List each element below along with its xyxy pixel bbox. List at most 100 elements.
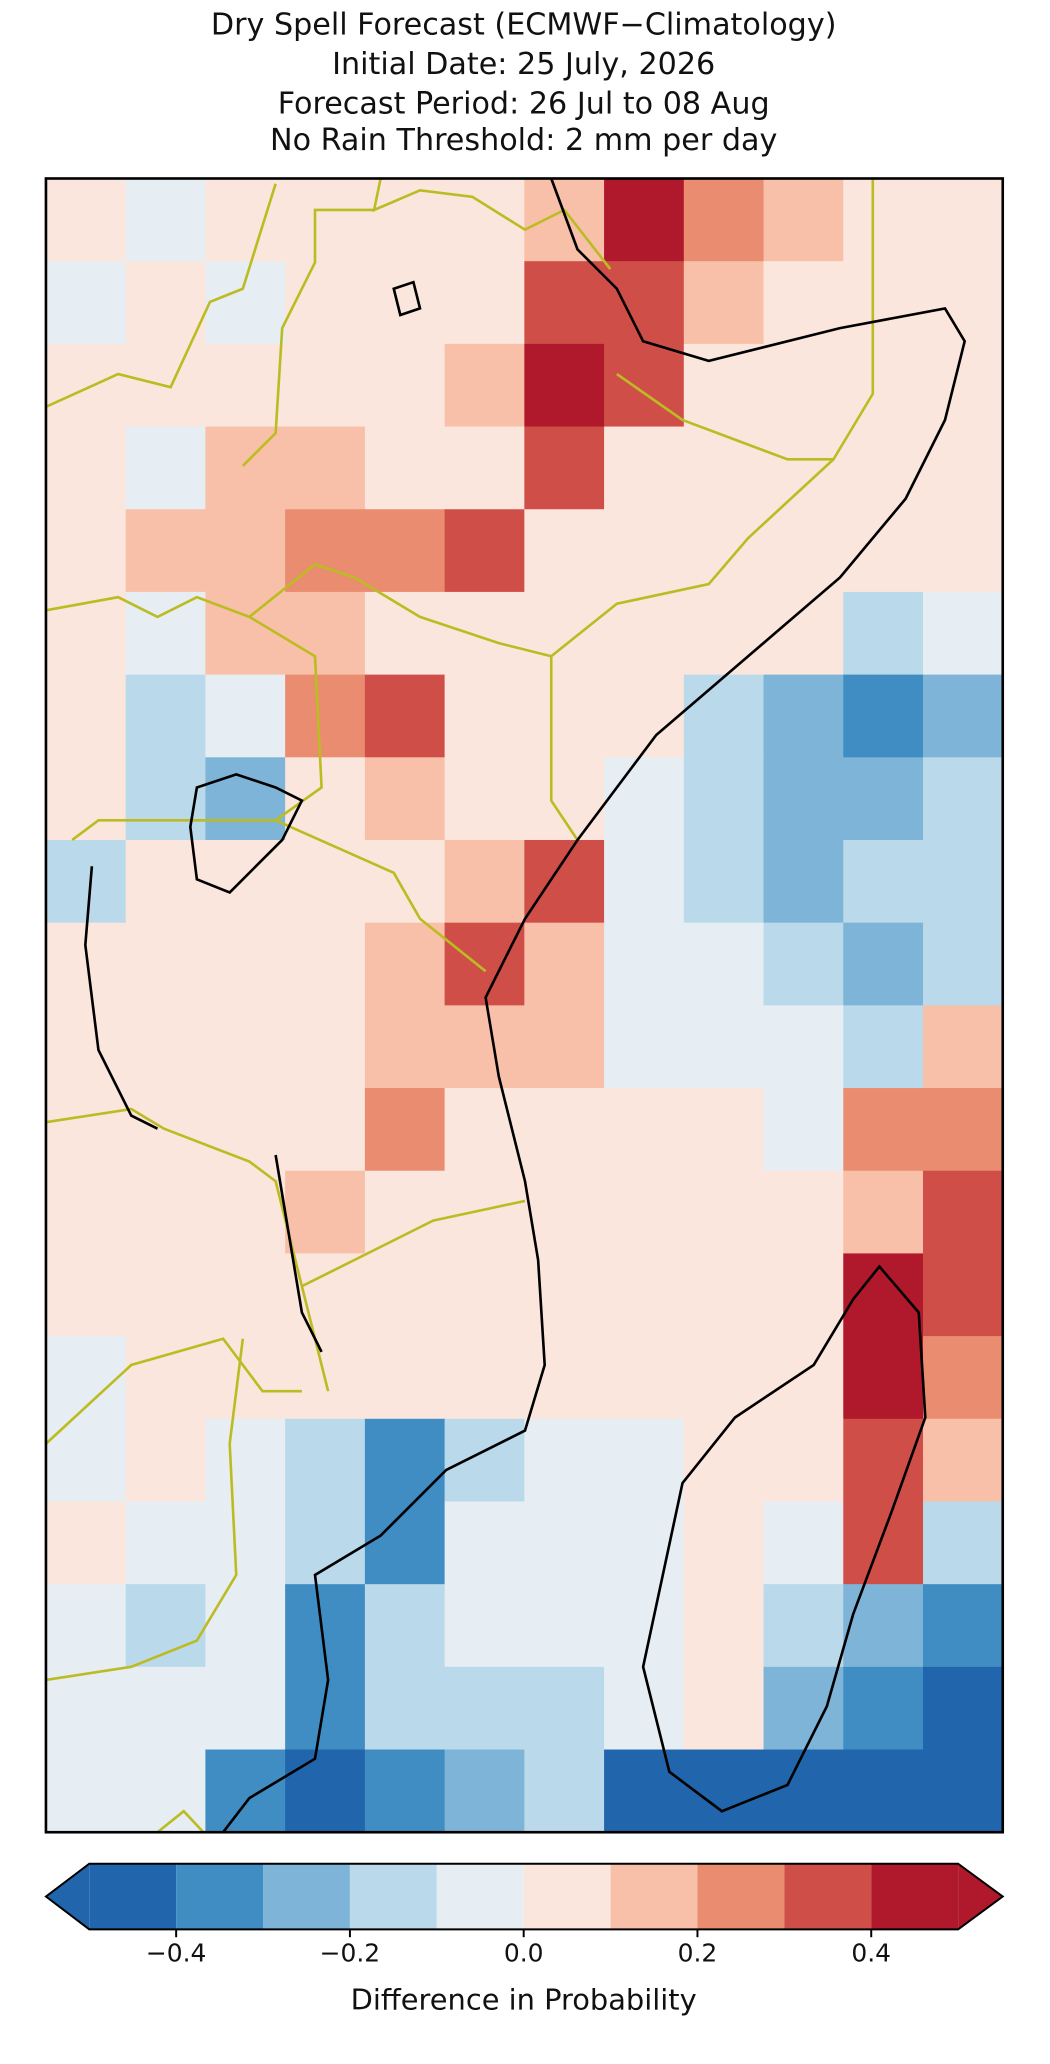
grid-cell bbox=[683, 1170, 765, 1255]
colorbar-extend bbox=[45, 1863, 90, 1930]
grid-cell bbox=[524, 757, 605, 841]
grid-cell bbox=[604, 1253, 685, 1337]
grid-cell bbox=[205, 757, 286, 841]
grid-cell bbox=[444, 509, 525, 593]
grid-cell bbox=[444, 178, 525, 262]
border bbox=[45, 562, 552, 658]
grid-cell bbox=[843, 178, 924, 262]
grid-cell bbox=[923, 757, 1004, 841]
grid-cell bbox=[205, 1170, 286, 1255]
grid-cell bbox=[205, 1088, 286, 1172]
grid-cell bbox=[763, 343, 844, 428]
colorbar-label: Difference in Probability bbox=[351, 1983, 697, 2017]
grid-cell bbox=[683, 426, 765, 510]
grid-cell bbox=[763, 1170, 844, 1255]
grid-cell bbox=[205, 1418, 286, 1503]
lake bbox=[84, 866, 159, 1130]
grid-cell bbox=[205, 1584, 286, 1668]
grid-cell bbox=[205, 343, 286, 428]
grid-cell bbox=[364, 1170, 446, 1255]
grid-cell bbox=[285, 922, 366, 1007]
grid-cell bbox=[843, 1501, 924, 1585]
grid-cell bbox=[125, 1666, 207, 1751]
grid-cell bbox=[364, 674, 446, 758]
grid-cell bbox=[125, 1418, 207, 1503]
borders bbox=[45, 178, 875, 1834]
grid-cell bbox=[364, 591, 446, 676]
grid-cell bbox=[45, 261, 127, 345]
grid-cell bbox=[923, 1501, 1004, 1585]
grid-cell bbox=[125, 509, 207, 593]
grid-cell bbox=[205, 674, 286, 758]
grid-cell bbox=[843, 261, 924, 345]
grid-cell bbox=[205, 426, 286, 510]
grid-cell bbox=[524, 261, 605, 345]
coastlines bbox=[84, 178, 967, 1834]
grid-cell bbox=[444, 1418, 525, 1503]
colorbar-bin bbox=[263, 1863, 350, 1930]
grid-cell bbox=[843, 1666, 924, 1751]
grid-cell bbox=[604, 1418, 685, 1503]
grid-cell bbox=[364, 839, 446, 924]
grid-cell bbox=[444, 261, 525, 345]
grid-cell bbox=[923, 922, 1004, 1007]
grid-cell bbox=[524, 1336, 605, 1420]
grid-cell bbox=[524, 426, 605, 510]
grid-cell bbox=[923, 674, 1004, 758]
grid-cell bbox=[524, 839, 605, 924]
grid-cell bbox=[285, 1749, 366, 1833]
grid-cell bbox=[285, 839, 366, 924]
grid-cell bbox=[923, 509, 1004, 593]
lake bbox=[274, 1154, 323, 1353]
grid-cell bbox=[205, 509, 286, 593]
colorbar-frame bbox=[44, 1862, 1005, 1931]
grid-cell bbox=[843, 922, 924, 1007]
border bbox=[45, 183, 277, 409]
grid-cell bbox=[524, 1418, 605, 1503]
border bbox=[45, 1338, 245, 1682]
grid-cell bbox=[683, 1584, 765, 1668]
grid-cell bbox=[763, 674, 844, 758]
border bbox=[301, 1199, 526, 1288]
grid-cell bbox=[604, 1336, 685, 1420]
grid-cell bbox=[444, 1336, 525, 1420]
border bbox=[71, 615, 323, 842]
grid-cell bbox=[683, 509, 765, 593]
colorbar-bin bbox=[697, 1863, 785, 1930]
grid-cell bbox=[125, 1005, 207, 1089]
grid-cell bbox=[604, 426, 685, 510]
coastline bbox=[641, 1264, 927, 1813]
grid-cell bbox=[45, 1253, 127, 1337]
grid-cell bbox=[285, 178, 366, 262]
grid-cell bbox=[524, 343, 605, 428]
grid-cell bbox=[285, 591, 366, 676]
title-line: No Rain Threshold: 2 mm per day bbox=[270, 123, 777, 158]
colorbar-tick-label: 0.0 bbox=[504, 1938, 544, 1967]
grid-cell bbox=[604, 343, 685, 428]
grid-cell bbox=[763, 1501, 844, 1585]
grid-cell bbox=[125, 674, 207, 758]
grid-cell bbox=[285, 343, 366, 428]
grid-cell bbox=[763, 839, 844, 924]
grid-cell bbox=[763, 1418, 844, 1503]
grid-cell bbox=[604, 674, 685, 758]
grid-cell bbox=[444, 591, 525, 676]
grid-cell bbox=[125, 426, 207, 510]
grid-cell bbox=[444, 1005, 525, 1089]
grid-cell bbox=[923, 1336, 1004, 1420]
grid-cell bbox=[125, 1336, 207, 1420]
grid-cell bbox=[843, 757, 924, 841]
grid-cell bbox=[683, 591, 765, 676]
grid-cell bbox=[604, 757, 685, 841]
grid-cell bbox=[604, 1170, 685, 1255]
grid-cell bbox=[524, 1584, 605, 1668]
grid-cell bbox=[843, 1418, 924, 1503]
grid-cell bbox=[843, 1584, 924, 1668]
grid-cell bbox=[45, 1666, 127, 1751]
grid-cell bbox=[763, 509, 844, 593]
grid-cell bbox=[45, 1584, 127, 1668]
grid-cell bbox=[763, 1005, 844, 1089]
grid-cell bbox=[364, 1501, 446, 1585]
colorbar-bin bbox=[89, 1863, 177, 1930]
colorbar-bin bbox=[871, 1863, 959, 1930]
